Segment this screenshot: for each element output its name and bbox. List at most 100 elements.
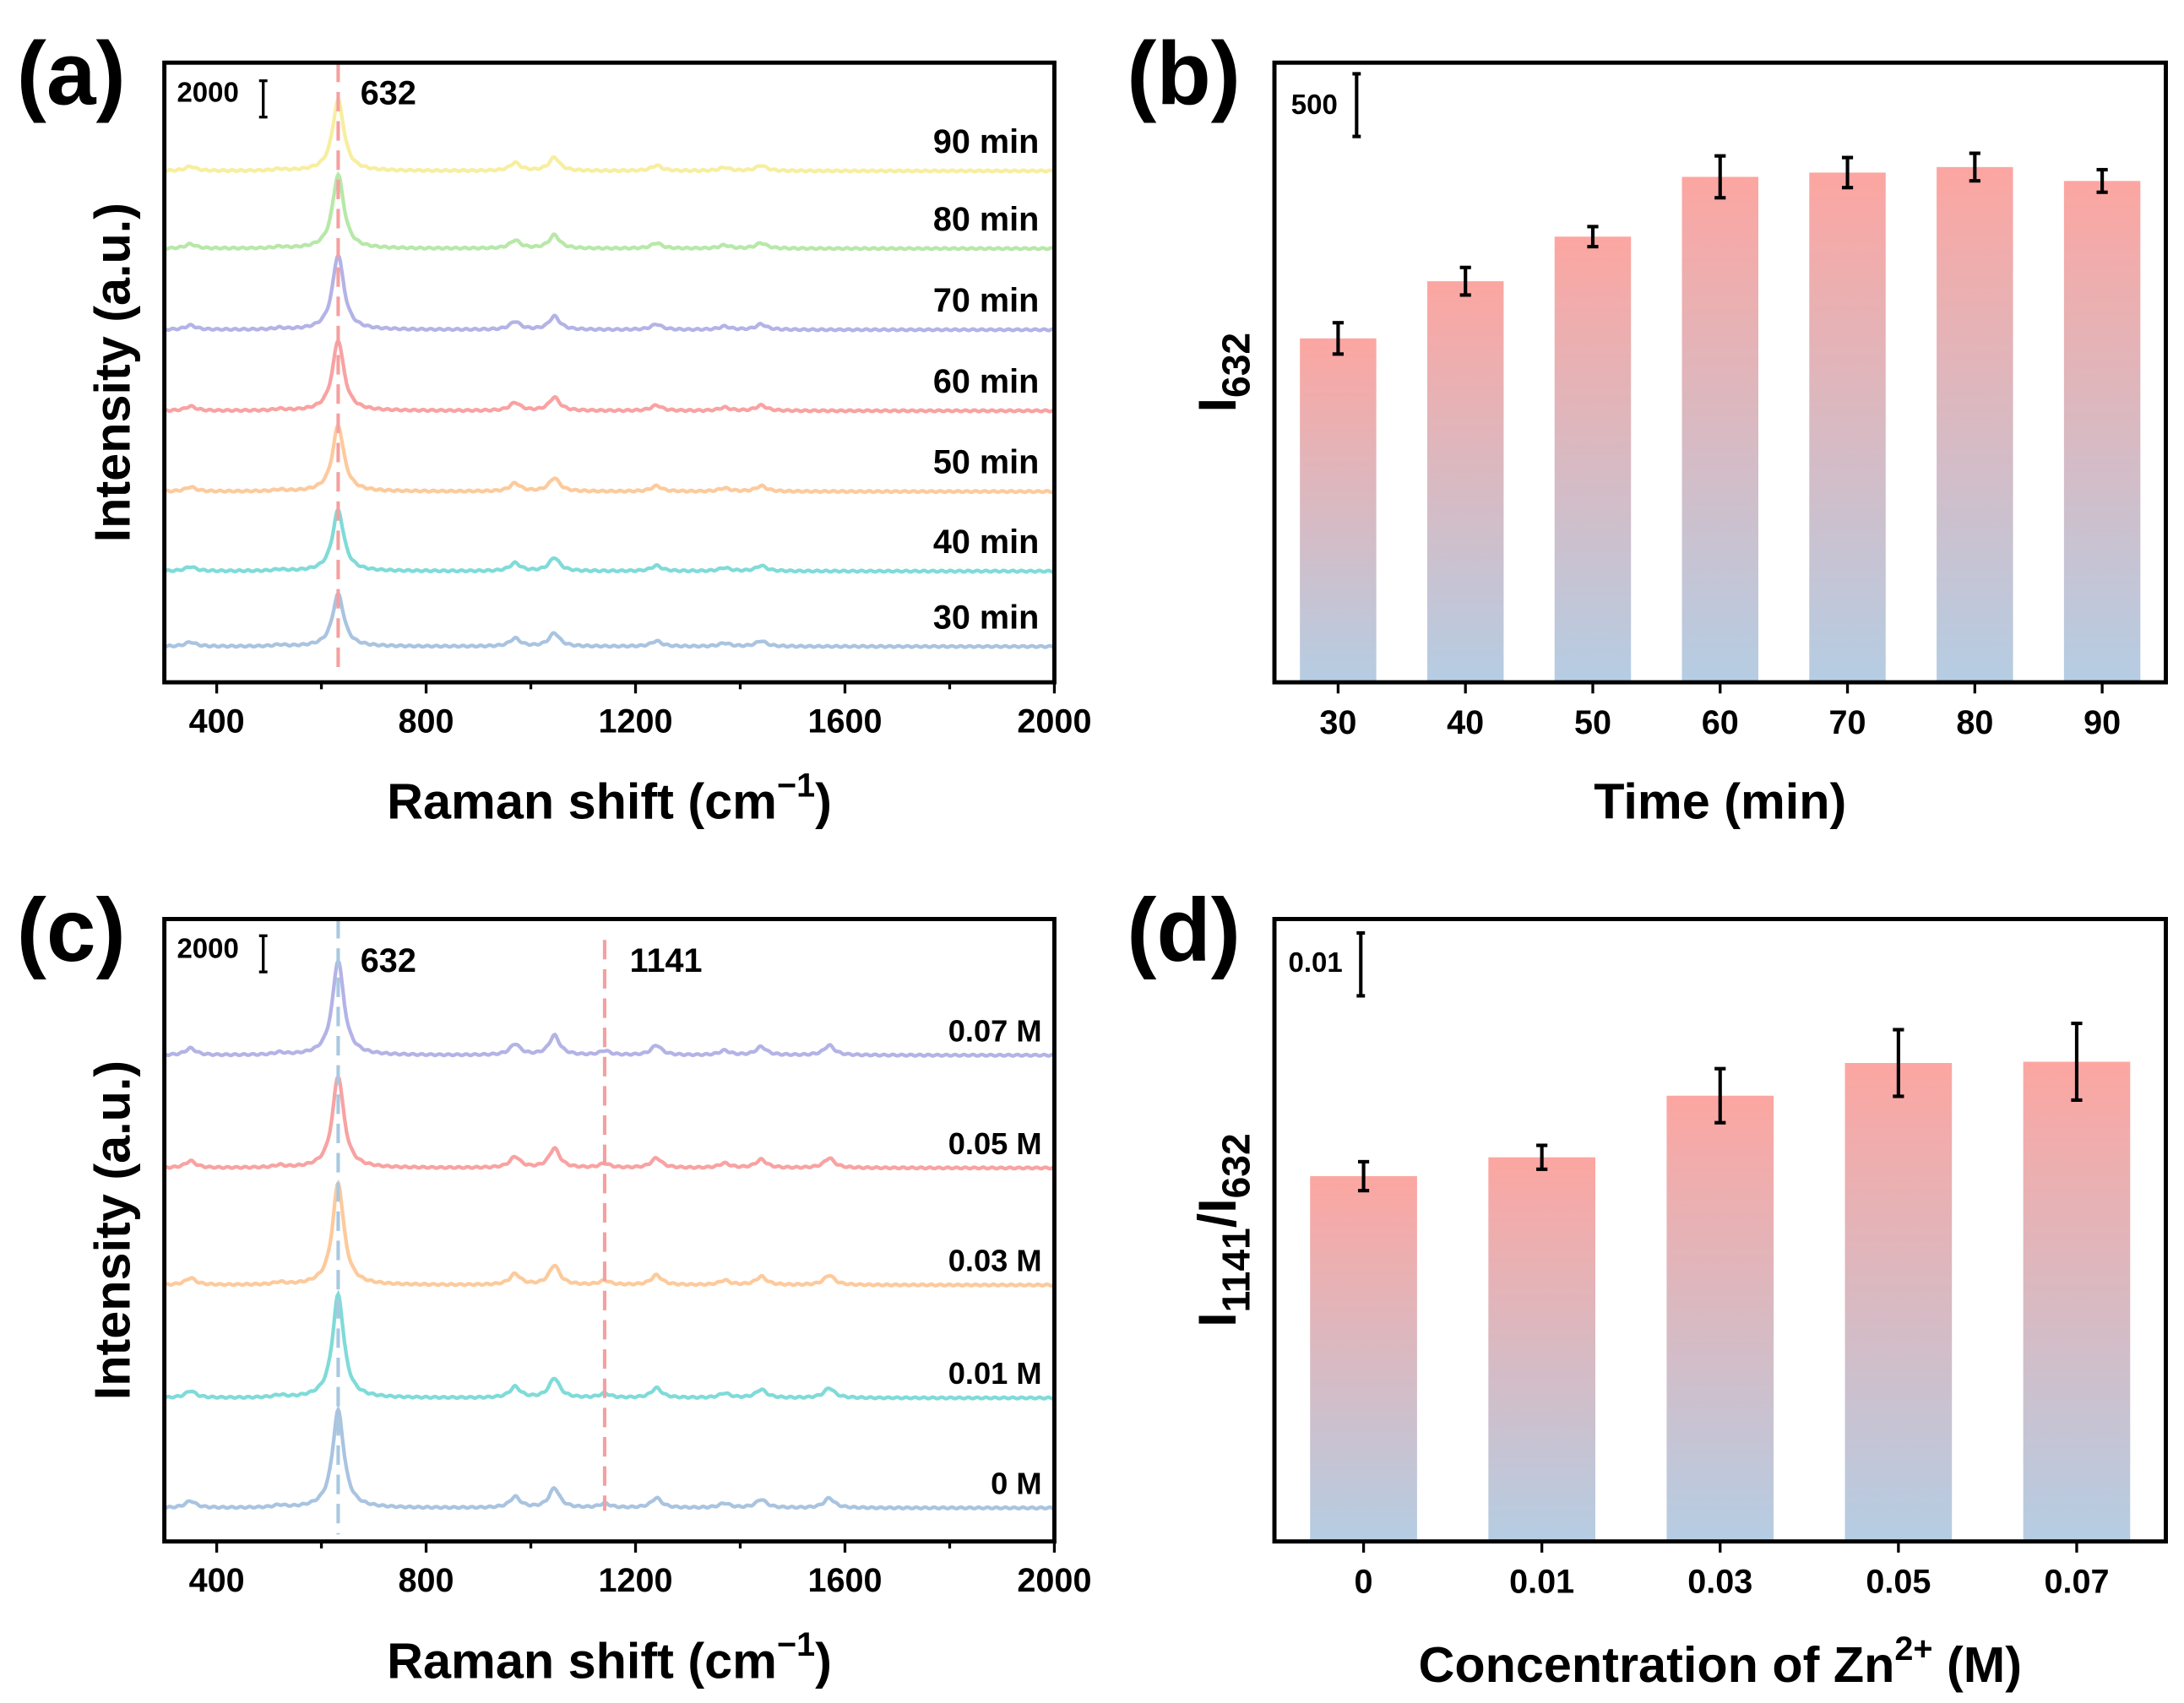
y-axis-label: I1141/I632 xyxy=(1188,1133,1258,1326)
spectrum-line-0.03-M xyxy=(163,1179,1056,1288)
x-tick-label: 1600 xyxy=(807,1562,882,1599)
panel-label: (b) xyxy=(1127,24,1241,124)
x-tick-label: 0.05 xyxy=(1866,1564,1931,1601)
x-tick-label: 1200 xyxy=(598,702,672,740)
series-label: 80 min xyxy=(933,201,1039,238)
series-label: 60 min xyxy=(933,363,1039,400)
scale-bar-label: 500 xyxy=(1291,89,1338,120)
series-label: 30 min xyxy=(933,599,1039,636)
spectrum-line-60-min xyxy=(164,338,1055,414)
spectrum-line-0.05-M xyxy=(164,1072,1055,1171)
x-label-superscript: 2+ xyxy=(1894,1630,1932,1668)
spectrum-line-70-min xyxy=(164,252,1055,333)
x-tick-label: 0.03 xyxy=(1687,1564,1752,1601)
series-label: 0.03 M xyxy=(948,1244,1042,1278)
x-tick-label: 50 xyxy=(1574,704,1611,741)
x-tick-label: 80 xyxy=(1956,704,1993,741)
x-tick-label: 1600 xyxy=(807,702,882,740)
bar-0 xyxy=(1310,1176,1417,1542)
x-tick-label: 1200 xyxy=(598,1562,672,1599)
plot-frame xyxy=(1272,916,2168,1544)
scale-bar-label: 0.01 xyxy=(1289,946,1343,978)
x-label-main: Raman shift (cm xyxy=(387,1632,777,1689)
plot-frame xyxy=(162,916,1057,1544)
bar-50 xyxy=(1554,236,1632,683)
panel-label: (a) xyxy=(17,24,126,124)
x-tick-label: 0.07 xyxy=(2044,1564,2109,1601)
panel-a: (a) 30 min 40 min 50 min 60 min 70 min 80 min 9… xyxy=(17,24,1092,830)
x-label-end: ) xyxy=(815,773,832,830)
series-label: 0.01 M xyxy=(948,1356,1042,1391)
series-label: 50 min xyxy=(933,444,1039,481)
y-label-main: I xyxy=(1188,1312,1247,1326)
x-axis-label: Raman shift (cm−1) xyxy=(387,1626,832,1689)
plot-frame xyxy=(1272,60,2168,685)
x-axis-label: Time (min) xyxy=(1594,773,1846,830)
series-label: 90 min xyxy=(933,123,1039,160)
x-tick-label: 800 xyxy=(399,702,454,740)
x-label-superscript: −1 xyxy=(777,1626,815,1663)
panel-label: (d) xyxy=(1127,881,1241,980)
bar-40 xyxy=(1426,281,1504,683)
spectrum-line-0.01-M xyxy=(163,1289,1056,1401)
bar-0.07 xyxy=(2023,1061,2131,1542)
panel-d: (d) 0 0.01 0.03 0.05 0.07 I1141/I632 0.01 Concen… xyxy=(1127,881,2168,1693)
x-tick-label: 2000 xyxy=(1017,702,1091,740)
x-tick-label: 90 xyxy=(2083,704,2121,741)
bar-30 xyxy=(1300,338,1377,683)
x-label-end: (M) xyxy=(1933,1636,2022,1693)
y-label-subscript: 632 xyxy=(1214,333,1258,398)
x-tick-label: 0 xyxy=(1355,1564,1373,1601)
reference-line-label: 632 xyxy=(361,942,416,979)
x-tick-label: 400 xyxy=(189,1562,245,1599)
x-axis-label: Raman shift (cm−1) xyxy=(387,767,832,829)
spectrum-line-80-min xyxy=(163,171,1056,252)
panel-b: (b) 30 40 50 60 70 80 90 I632 500 Time (min) xyxy=(1127,24,2168,830)
x-tick-label: 400 xyxy=(189,702,245,740)
scale-bar-label: 2000 xyxy=(177,933,238,964)
panel-label: (c) xyxy=(17,881,126,980)
x-label-end: ) xyxy=(815,1632,832,1689)
bar-0.01 xyxy=(1488,1157,1595,1542)
x-label-main: Concentration of Zn xyxy=(1419,1636,1895,1693)
x-tick-label: 40 xyxy=(1447,704,1484,741)
series-label: 40 min xyxy=(933,523,1039,561)
x-tick-label: 2000 xyxy=(1017,1562,1091,1599)
bar-0.03 xyxy=(1666,1095,1774,1542)
y-label-subscript: 1141 xyxy=(1214,1228,1258,1312)
spectrum-line-90-min xyxy=(164,95,1055,174)
spectrum-line-30-min xyxy=(164,590,1055,649)
bar-70 xyxy=(1809,172,1886,683)
bar-80 xyxy=(1937,166,2013,683)
series-label: 0 M xyxy=(991,1467,1041,1501)
spectrum-line-0.07-M xyxy=(164,957,1055,1058)
x-tick-label: 70 xyxy=(1829,704,1866,741)
spectrum-line-50-min xyxy=(163,422,1056,495)
y-axis-label: Intensity (a.u.) xyxy=(84,1060,140,1400)
y-label-main: I xyxy=(1188,398,1247,412)
x-tick-label: 0.01 xyxy=(1509,1564,1574,1601)
panel-c: (c) 0 M 0.01 M 0.03 M 0.05 M 0.07 M 632 1141 400… xyxy=(17,881,1092,1689)
scale-bar-label: 2000 xyxy=(177,76,238,107)
x-axis-label: Concentration of Zn2+ (M) xyxy=(1419,1630,2022,1693)
reference-line-label: 1141 xyxy=(630,942,703,979)
spectrum-line-0-M xyxy=(164,1405,1055,1511)
spectrum-line-40-min xyxy=(163,507,1056,574)
series-label: 0.05 M xyxy=(948,1126,1042,1161)
y-label-main: /I xyxy=(1188,1198,1247,1228)
y-axis-label: Intensity (a.u.) xyxy=(84,203,140,542)
x-tick-label: 30 xyxy=(1319,704,1356,741)
x-tick-label: 800 xyxy=(399,1562,454,1599)
bar-90 xyxy=(2063,181,2141,683)
bar-0.05 xyxy=(1844,1062,1953,1542)
y-axis-label: I632 xyxy=(1188,333,1258,412)
x-label-main: Raman shift (cm xyxy=(387,773,777,830)
reference-line-label: 632 xyxy=(361,75,416,112)
x-label-superscript: −1 xyxy=(777,767,815,804)
series-label: 70 min xyxy=(933,282,1039,319)
plot-frame xyxy=(162,60,1057,685)
bar-60 xyxy=(1681,176,1758,683)
series-label: 0.07 M xyxy=(948,1013,1042,1048)
x-label-main: Time (min) xyxy=(1594,773,1846,830)
